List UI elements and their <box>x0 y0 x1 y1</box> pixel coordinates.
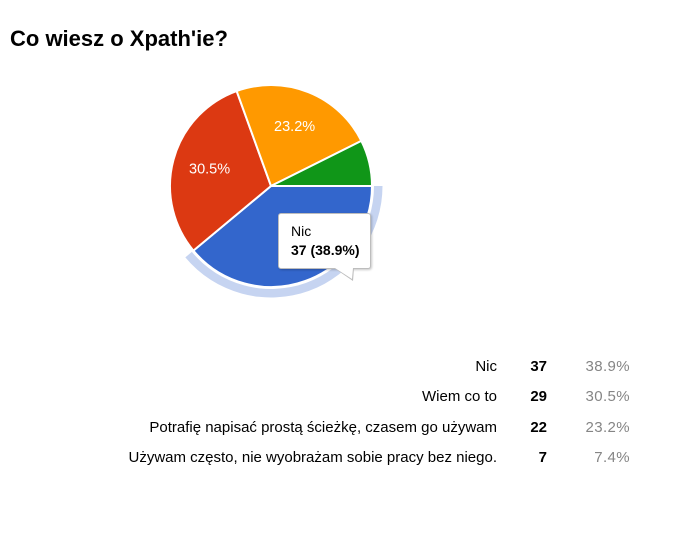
response-percent: 23.2% <box>585 418 630 436</box>
answers-table: Nic 37 38.9% Wiem co to 29 30.5% Potrafię napi… <box>0 351 630 473</box>
pie-slice-3[interactable] <box>270 139 373 187</box>
question-title: Co wiesz o Xpath'ie? <box>10 26 228 51</box>
table-row-1: Wiem co to 29 30.5% <box>0 382 630 413</box>
pie-slice-1[interactable] <box>169 90 272 252</box>
response-percent: 30.5% <box>585 388 630 406</box>
tooltip-tail-fill <box>335 268 353 279</box>
tooltip-category: Nic <box>291 223 312 239</box>
table-row-2: Potrafię napisać prostą ścieżkę, czasem … <box>0 412 630 443</box>
slice-percent-label: 23.2% <box>274 119 315 135</box>
response-percent: 38.9% <box>585 357 630 375</box>
slice-percent-label: 30.5% <box>189 161 230 177</box>
answer-label: Używam często, nie wyobrażam sobie pracy… <box>128 449 498 467</box>
selected-slice-highlight-ring <box>185 186 383 298</box>
answer-label: Wiem co to <box>421 388 497 406</box>
table-row-3: Używam często, nie wyobrażam sobie pracy… <box>0 443 630 474</box>
table-row-0: Nic 37 38.9% <box>0 351 630 382</box>
pie-slice-2[interactable] <box>235 84 363 187</box>
answer-label: Potrafię napisać prostą ścieżkę, czasem … <box>149 418 497 436</box>
slice-tooltip: Nic 37 (38.9%) <box>278 213 372 281</box>
response-percent: 7.4% <box>594 449 630 467</box>
response-count: 29 <box>530 388 547 406</box>
tooltip-value: 37 (38.9%) <box>291 242 360 258</box>
response-count: 37 <box>530 357 547 375</box>
response-count: 22 <box>530 418 547 436</box>
answer-label: Nic <box>475 357 497 375</box>
response-count: 7 <box>538 449 547 467</box>
